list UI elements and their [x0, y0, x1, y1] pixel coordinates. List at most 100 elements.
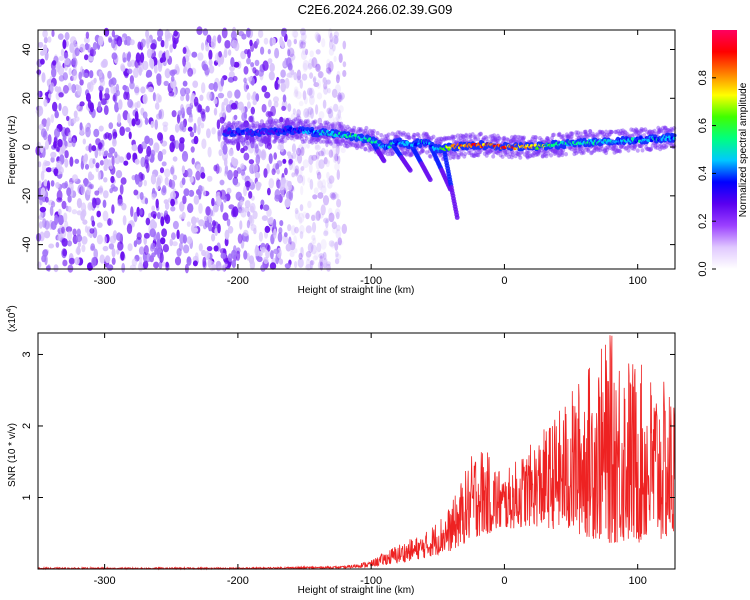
trace-halo	[564, 132, 569, 137]
trace-halo	[245, 122, 249, 127]
noise-blob	[129, 81, 135, 90]
trace-halo	[453, 151, 457, 156]
trace-halo	[361, 129, 366, 134]
noise-blob	[112, 186, 118, 192]
noise-blob	[195, 170, 201, 181]
noise-blob	[317, 71, 324, 79]
noise-blob	[91, 145, 97, 152]
trace-halo	[517, 152, 522, 158]
trace-halo	[314, 126, 319, 131]
noise-blob	[304, 111, 309, 117]
noise-blob	[228, 204, 235, 210]
trace-halo	[267, 123, 272, 128]
noise-blob	[209, 209, 214, 217]
noise-blob	[169, 44, 173, 53]
trace-halo	[566, 134, 571, 139]
noise-blob	[278, 138, 285, 148]
noise-blob	[328, 106, 334, 115]
noise-blob	[317, 117, 323, 125]
noise-blob	[302, 47, 307, 56]
noise-blob	[243, 66, 249, 75]
trace-halo	[533, 138, 538, 143]
trace-halo	[233, 138, 238, 144]
trace-halo	[255, 121, 260, 126]
noise-blob	[157, 132, 163, 141]
trace-halo	[367, 148, 372, 153]
noise-blob	[153, 65, 158, 74]
trace-halo	[356, 144, 360, 149]
x-tick-label: -200	[227, 275, 249, 287]
noise-blob	[81, 209, 87, 218]
noise-blob	[322, 195, 330, 206]
noise-blob	[263, 37, 269, 45]
noise-blob	[300, 146, 305, 156]
noise-blob	[152, 92, 156, 102]
trace-halo	[469, 153, 474, 158]
noise-blob	[111, 257, 116, 265]
colorbar-tick-label: 0.4	[697, 166, 709, 181]
trace-halo	[453, 140, 458, 145]
noise-blob	[84, 163, 90, 170]
trace-halo	[556, 132, 561, 138]
noise-blob	[96, 222, 103, 228]
noise-blob	[232, 75, 238, 82]
noise-blob	[158, 261, 163, 270]
noise-blob	[170, 78, 177, 89]
noise-blob	[202, 28, 209, 36]
trace-halo	[410, 152, 415, 157]
trace-halo	[509, 139, 513, 144]
noise-blob	[302, 138, 307, 150]
noise-blob	[48, 93, 52, 99]
noise-blob	[61, 182, 68, 189]
trace-halo	[296, 122, 301, 127]
trace-halo	[421, 133, 426, 138]
trace-halo	[380, 137, 385, 142]
noise-blob	[230, 57, 235, 67]
noise-blob	[98, 70, 103, 78]
noise-blob	[250, 141, 255, 149]
trace-halo	[281, 118, 286, 123]
trace-halo	[364, 125, 369, 131]
noise-blob	[45, 167, 52, 173]
x-tick-label: 100	[629, 575, 647, 587]
trace-halo	[525, 155, 530, 160]
noise-blob	[150, 173, 157, 185]
noise-blob	[49, 82, 55, 93]
noise-blob	[273, 228, 277, 239]
noise-blob	[92, 42, 98, 51]
noise-blob	[243, 250, 248, 260]
noise-blob	[282, 60, 288, 68]
trace-halo	[473, 151, 478, 156]
noise-blob	[71, 83, 77, 94]
noise-blob	[317, 261, 323, 270]
noise-blob	[299, 167, 303, 179]
trace-halo	[250, 122, 255, 128]
noise-blob	[337, 92, 342, 103]
noise-blob	[300, 185, 304, 196]
trace-halo	[298, 120, 303, 125]
noise-blob	[151, 205, 156, 212]
noise-blob	[157, 28, 164, 38]
noise-blob	[247, 76, 253, 82]
noise-blob	[176, 114, 181, 124]
noise-blob	[118, 99, 123, 110]
noise-blob	[169, 238, 173, 247]
trace-halo	[352, 125, 357, 131]
noise-blob	[152, 221, 157, 229]
noise-blob	[75, 234, 83, 243]
noise-blob	[192, 260, 198, 267]
noise-blob	[51, 67, 57, 78]
colorbar-tick-label: 0.8	[697, 70, 709, 85]
noise-blob	[179, 121, 185, 131]
noise-blob	[209, 260, 215, 272]
trace-halo	[513, 153, 518, 159]
noise-blob	[190, 146, 195, 153]
noise-blob	[307, 200, 312, 209]
trace-halo	[342, 143, 347, 148]
trace-halo	[408, 153, 413, 158]
noise-blob	[206, 215, 213, 224]
noise-blob	[302, 211, 308, 219]
trace-halo	[268, 134, 273, 139]
noise-blob	[316, 169, 321, 176]
noise-blob	[223, 98, 229, 106]
